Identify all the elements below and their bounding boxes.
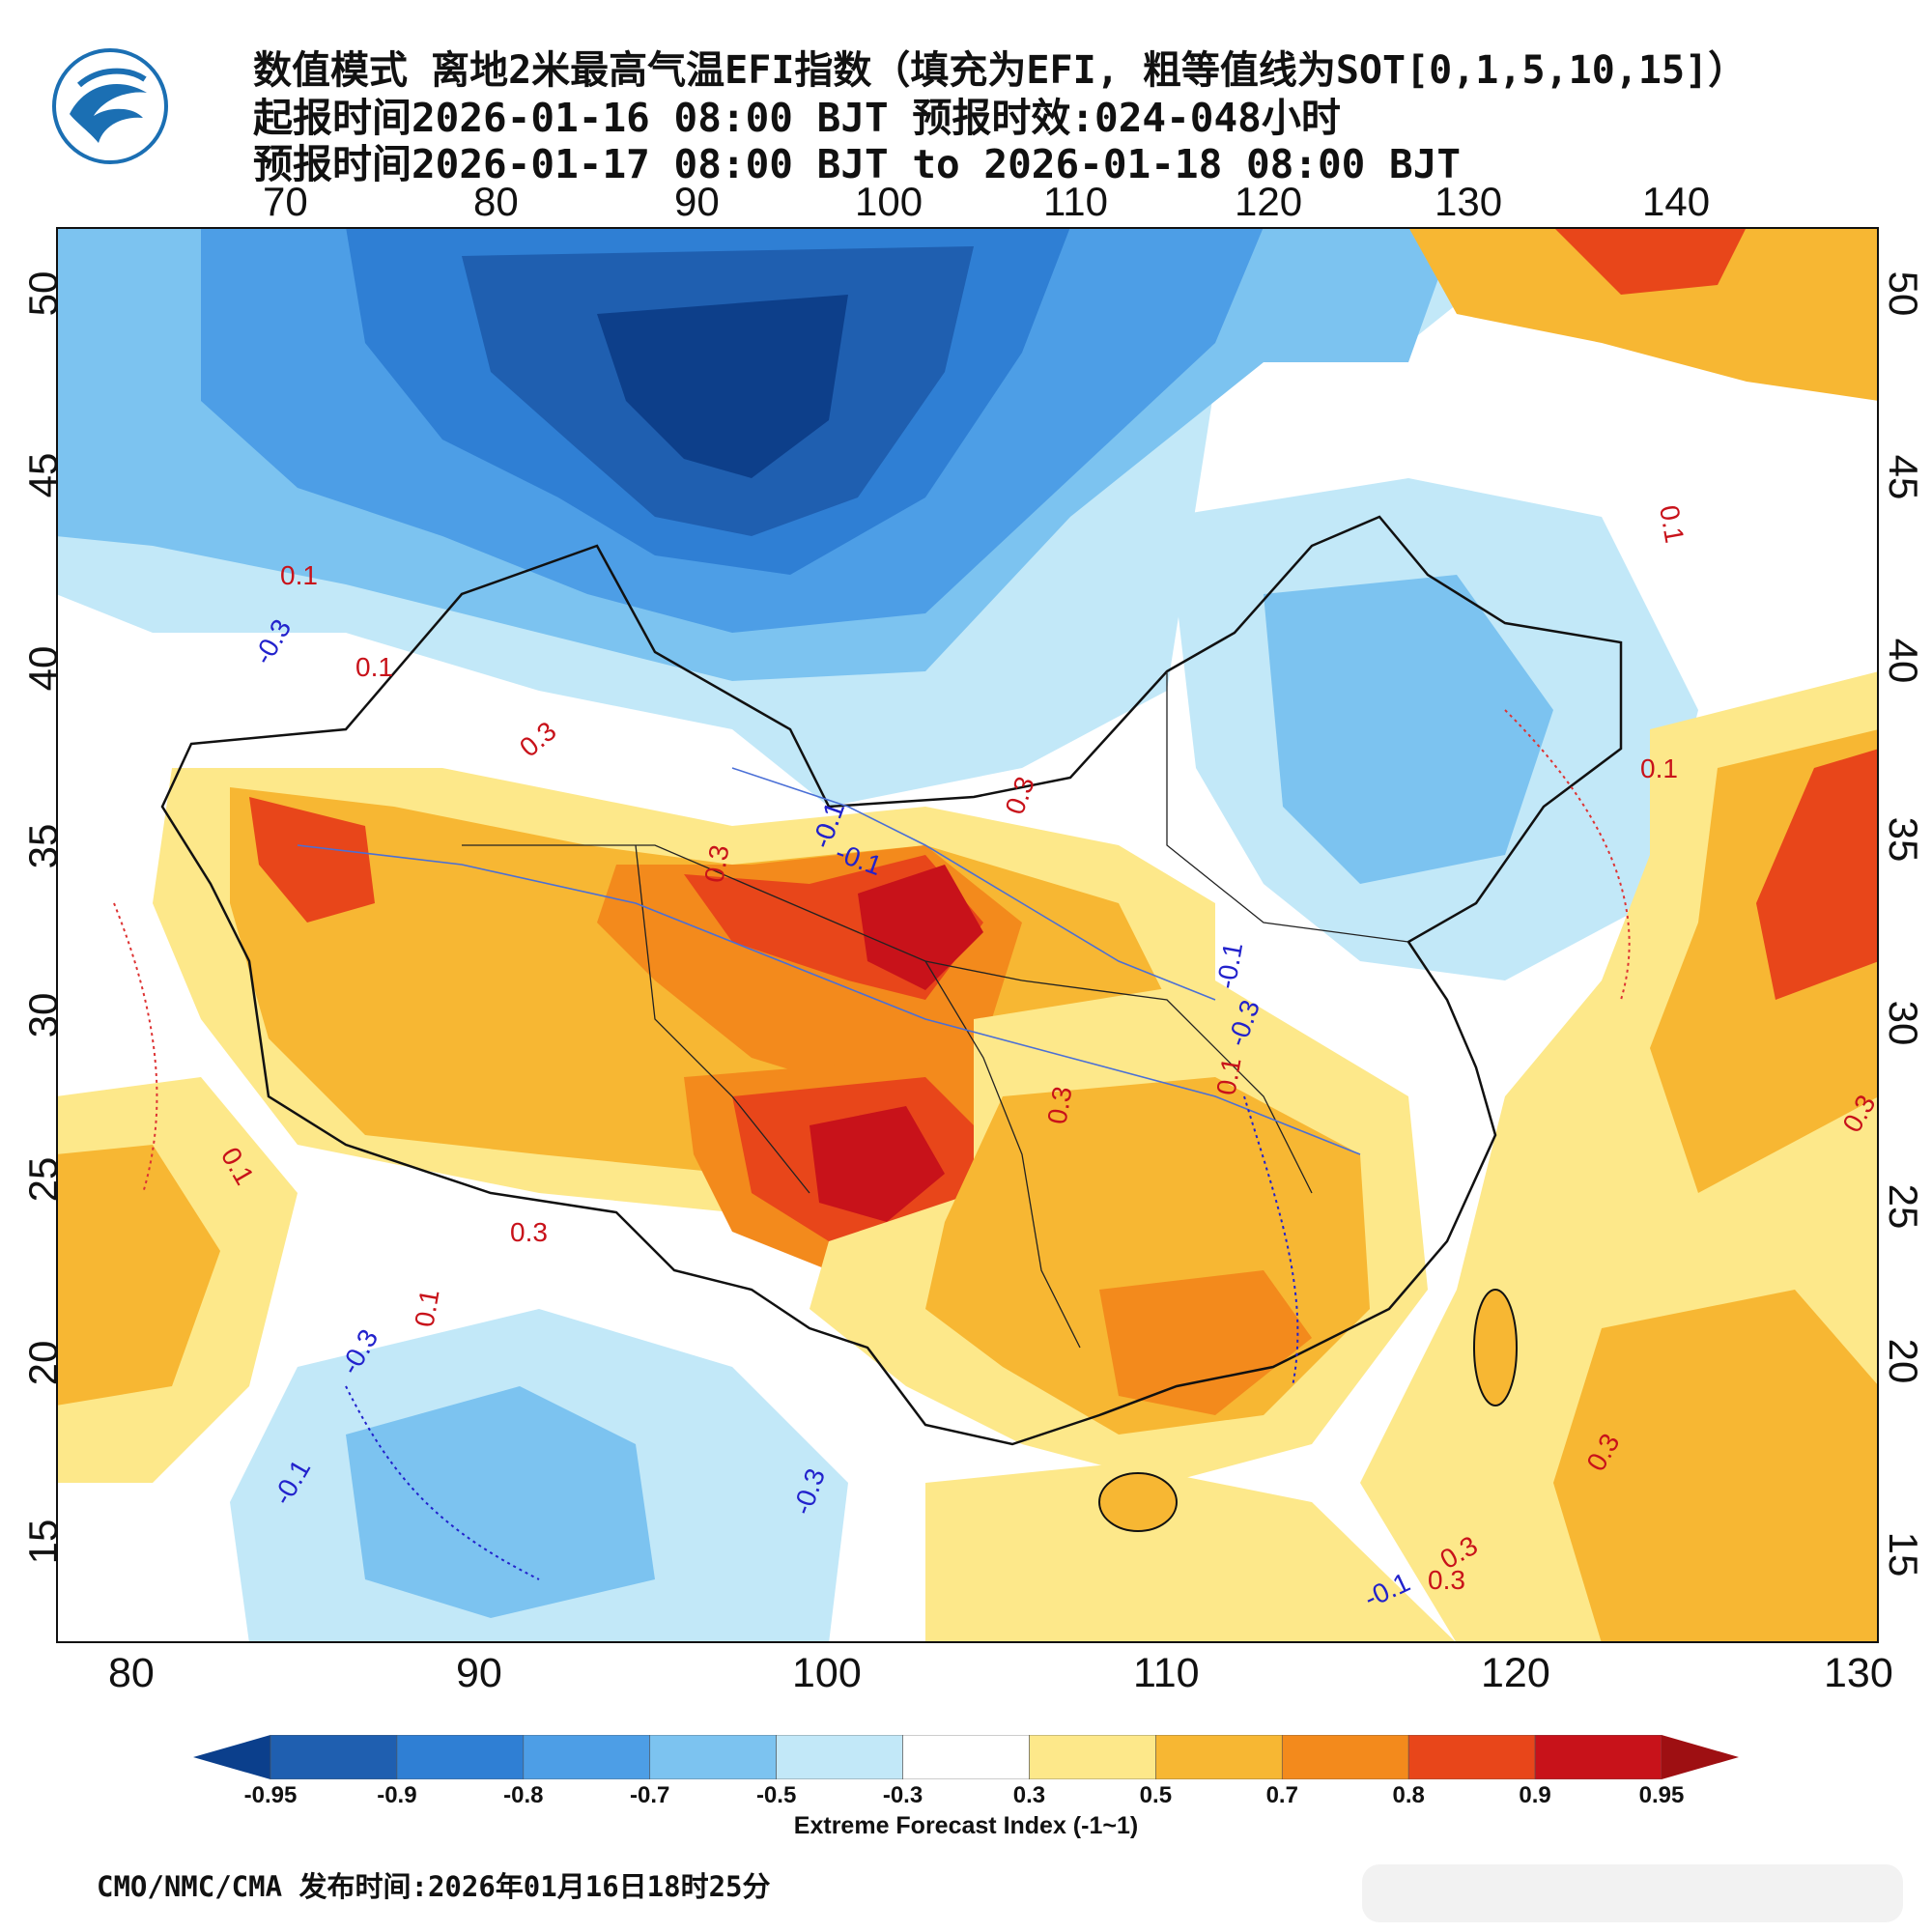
contour-label-red: 0.3: [510, 1217, 548, 1247]
province-line: [462, 844, 1023, 981]
right-lat-tick: 15: [1881, 1531, 1926, 1577]
extreme-hot-central: [858, 865, 983, 990]
bottom-lon-tick: 110: [1133, 1650, 1200, 1696]
top-lon-tick: 70: [263, 179, 308, 224]
river-line: [297, 844, 1361, 1155]
contour-label-red: 0.3: [698, 842, 734, 885]
colorbar-segment: [902, 1735, 1030, 1779]
province-line: [924, 960, 1081, 1349]
contour-label-red: 0.1: [1654, 503, 1690, 546]
right-lat-tick: 45: [1881, 454, 1926, 500]
colorbar-tick-label: -0.3: [882, 1782, 923, 1808]
hot-region-guangdong: [1099, 1270, 1312, 1415]
contour-label-red: 0.3: [1041, 1084, 1077, 1126]
colorbar-tick-label: 0.8: [1392, 1782, 1425, 1808]
colorbar-segment: [396, 1735, 525, 1779]
warm-region-scs: [925, 1463, 1457, 1643]
colorbar-segment: [1155, 1735, 1283, 1779]
province-line: [1166, 671, 1409, 943]
colorbar-segment: [270, 1735, 398, 1779]
contour-label-red: 0.1: [355, 652, 393, 682]
colorbar-tick-label: 0.7: [1265, 1782, 1298, 1808]
hot-region-northeast: [1553, 227, 1747, 295]
hot-sea-japan: [1756, 749, 1879, 1000]
right-lat-tick: 40: [1881, 638, 1926, 684]
contour-blue: [1243, 1095, 1299, 1387]
river-line: [731, 767, 1216, 1001]
contour-red: [113, 902, 158, 1194]
right-lat-tick: 25: [1881, 1183, 1926, 1230]
bottom-lon-tick: 90: [456, 1650, 502, 1696]
colorbar-tick-label: -0.8: [503, 1782, 544, 1808]
colorbar-segments: [270, 1735, 1662, 1779]
top-lon-tick: 120: [1235, 179, 1303, 224]
right-lat-tick: 35: [1881, 816, 1926, 863]
contour-label-red: 0.1: [280, 560, 318, 590]
colorbar-segment: [523, 1735, 651, 1779]
contour-label-red: 0.3: [1428, 1565, 1465, 1595]
colorbar-segment: [1534, 1735, 1662, 1779]
bottom-lon-tick: 80: [108, 1650, 155, 1696]
efi-map: 0.1 0.3 0.1 0.3 0.1 0.3 0.1 0.3 0.1 0.3 …: [56, 227, 1879, 1643]
bottom-lon-tick: 100: [792, 1650, 862, 1696]
colorbar-tick-label: 0.3: [1012, 1782, 1046, 1808]
top-lon-tick: 110: [1043, 179, 1108, 224]
bottom-lon-tick: 120: [1481, 1650, 1550, 1696]
contour-label-red: 0.1: [409, 1287, 444, 1329]
province-line: [1021, 980, 1313, 1194]
init-time: 起报时间2026-01-16 08:00 BJT 预报时效:024-048小时: [253, 95, 1341, 141]
colorbar-segment: [649, 1735, 777, 1779]
cool-region-bengal: [346, 1386, 655, 1618]
colorbar-title: Extreme Forecast Index (-1~1): [793, 1812, 1139, 1839]
extreme-hot-south-central: [810, 1106, 945, 1222]
contour-label-red: 0.1: [1210, 1055, 1246, 1097]
cool-region-northeast-core: [1264, 575, 1553, 884]
taiwan-island: [1473, 1289, 1518, 1406]
colorbar-tick-label: -0.95: [243, 1782, 298, 1808]
cma-logo: [52, 48, 168, 164]
right-lat-tick: 50: [1881, 270, 1926, 317]
warm-region-india-core: [56, 1145, 220, 1406]
hot-region-northwest: [249, 797, 375, 923]
colorbar-segment: [776, 1735, 903, 1779]
top-lon-tick: 130: [1435, 179, 1503, 224]
top-lon-tick: 100: [855, 179, 923, 224]
colorbar-segment: [1407, 1735, 1536, 1779]
top-lon-tick: 90: [674, 179, 720, 224]
warm-region-pacific: [1553, 1290, 1879, 1643]
colorbar-tick-label: 0.5: [1139, 1782, 1173, 1808]
map-title: 数值模式 离地2米最高气温EFI指数（填充为EFI, 粗等值线为SOT[0,1,…: [253, 48, 1747, 93]
colorbar-tick-label: -0.5: [755, 1782, 797, 1808]
colorbar-tick-label: -0.9: [377, 1782, 417, 1808]
top-lon-tick: 80: [473, 179, 519, 224]
colorbar-segment: [1281, 1735, 1409, 1779]
colorbar: [193, 1735, 1739, 1779]
warm-region-northeast: [1408, 227, 1879, 401]
colorbar-tick-label: 0.95: [1638, 1782, 1685, 1808]
valid-time: 预报时间2026-01-17 08:00 BJT to 2026-01-18 0…: [253, 141, 1462, 187]
colorbar-high-arrow: [1662, 1735, 1739, 1779]
right-lat-tick: 20: [1881, 1338, 1926, 1384]
colorbar-tick-label: -0.7: [630, 1782, 670, 1808]
colorbar-tick-label: 0.9: [1519, 1782, 1551, 1808]
bottom-lon-tick: 130: [1824, 1650, 1893, 1696]
contour-label-red: 0.1: [1640, 753, 1678, 783]
watermark-logo: [1362, 1864, 1903, 1922]
province-line: [635, 844, 810, 1194]
right-lat-tick: 30: [1881, 1000, 1926, 1046]
cold-core: [597, 295, 848, 478]
contour-blue: [345, 1385, 540, 1580]
colorbar-low-arrow: [193, 1735, 270, 1779]
hainan-island: [1098, 1472, 1178, 1532]
map-frame: [56, 227, 1879, 1643]
china-boundary: [160, 515, 1623, 1446]
footer-text: CMO/NMC/CMA 发布时间:2026年01月16日18时25分: [97, 1870, 771, 1903]
top-lon-tick: 140: [1642, 179, 1711, 224]
colorbar-segment: [1029, 1735, 1156, 1779]
